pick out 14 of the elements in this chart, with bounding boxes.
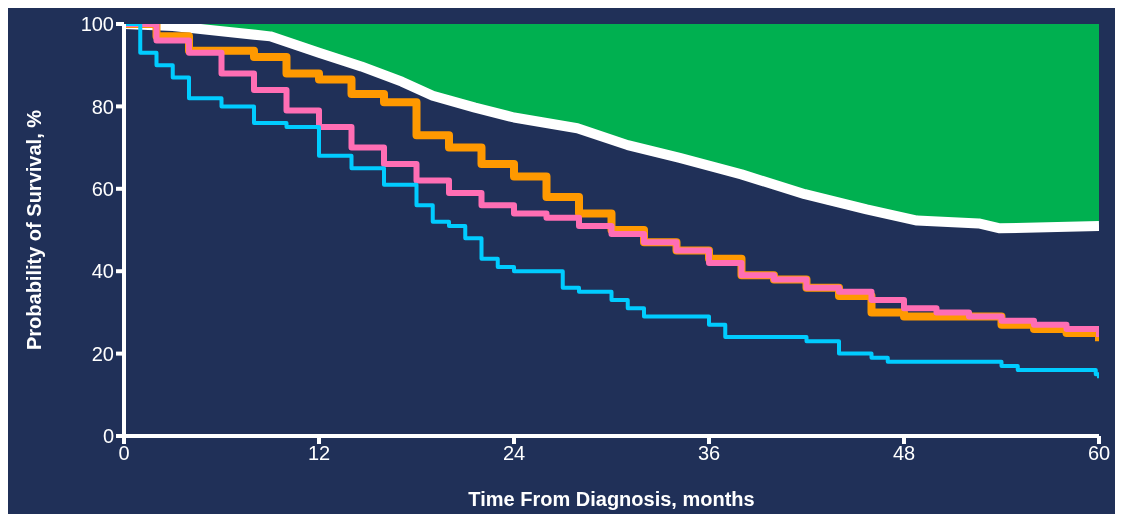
x-tick-label: 36 <box>697 442 721 465</box>
y-tick-label: 0 <box>102 425 114 448</box>
y-tick-label: 40 <box>91 260 114 283</box>
y-tick-label: 20 <box>91 342 114 365</box>
x-tick-label: 0 <box>118 442 130 465</box>
y-axis-title: Probability of Survival, % <box>23 109 46 351</box>
x-tick-label: 12 <box>307 442 331 465</box>
y-tick-label: 60 <box>91 177 114 200</box>
x-tick-label: 48 <box>892 442 916 465</box>
x-tick-label: 24 <box>502 442 526 465</box>
y-tick-label: 80 <box>91 95 114 118</box>
x-tick-label: 60 <box>1087 442 1111 465</box>
y-tick-label: 100 <box>80 13 114 36</box>
x-axis-title: Time From Diagnosis, months <box>468 488 755 510</box>
